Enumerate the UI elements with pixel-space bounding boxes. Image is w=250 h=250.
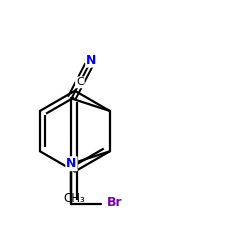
- Text: Br: Br: [106, 196, 122, 209]
- Text: N: N: [66, 157, 77, 170]
- Text: CH₃: CH₃: [63, 192, 85, 205]
- Text: N: N: [86, 54, 97, 66]
- Text: C: C: [76, 77, 84, 87]
